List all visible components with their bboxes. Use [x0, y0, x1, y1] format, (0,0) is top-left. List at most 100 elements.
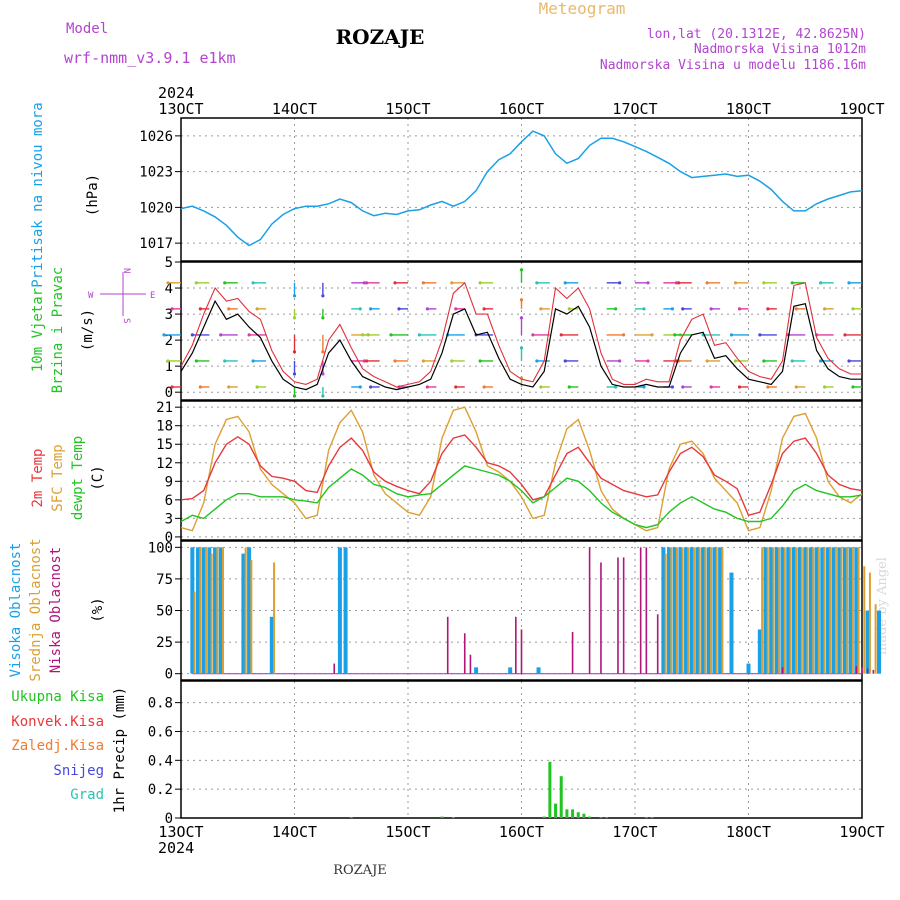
wind-arrow-head [292, 350, 297, 354]
precip-bar [554, 803, 558, 818]
elevation-label: Nadmorska Visina 1012m [694, 42, 866, 57]
cloud-bar-high [343, 547, 348, 674]
wind-gust-line [180, 281, 862, 388]
cloud-bar-high [786, 547, 791, 674]
wind-arrow-head [762, 281, 766, 285]
wind-arrow-head [614, 385, 618, 389]
cloud-bar-mid [800, 547, 803, 674]
cloud-bar-mid [846, 547, 849, 674]
cloud-bar-low [622, 557, 625, 674]
compass-north: N [121, 268, 131, 273]
wind-arrow-head [729, 333, 734, 337]
dewpoint-line [180, 465, 863, 529]
x-tick-label-top: 14OCT [272, 100, 317, 118]
cloud-bar-low [656, 614, 659, 674]
cloud-bar-low [469, 654, 472, 674]
precip-bar [588, 816, 592, 818]
cloud-bar-high [196, 547, 201, 674]
cloud-bar-mid [250, 559, 253, 674]
cloud-bar-mid [761, 547, 764, 674]
cloud-bar-mid [704, 547, 707, 674]
y-tick-label: 0 [165, 811, 173, 827]
cloud-bar-mid [868, 572, 871, 674]
pressure-panel-unit: (hPa) [85, 174, 101, 216]
wind-arrow-head [563, 359, 567, 363]
cloud-bar-mid [823, 547, 826, 674]
wind-arrow-head [292, 394, 297, 398]
cloud-bar-mid [715, 547, 718, 674]
cloud-bar-mid [766, 547, 769, 674]
wind-arrow-head [321, 316, 325, 320]
cloud-bar-mid [806, 547, 809, 674]
cloud-bar-mid [795, 547, 798, 674]
precip-bar [565, 809, 569, 818]
y-tick-label: 1023 [139, 165, 173, 181]
cloud-bar-high [831, 547, 836, 674]
wind-arrow-head [389, 333, 393, 337]
x-tick-label-top: 13OCT [158, 100, 203, 118]
wind-arrow-head [618, 281, 622, 285]
cloud-bar-mid [829, 547, 832, 674]
cloud-bar-high [848, 547, 853, 674]
cloud-bar-high [213, 547, 218, 674]
wind-arrow-head [823, 307, 827, 311]
cloud-bar-high [508, 667, 513, 674]
wind-panel-unit: (m/s) [80, 309, 96, 351]
x-tick-label-bottom: 17OCT [612, 823, 657, 841]
precip-bar [548, 761, 552, 818]
compass-west: W [88, 291, 94, 301]
wind-arrow-head [519, 268, 524, 272]
cloud-bar-high [337, 547, 342, 674]
wind-arrow-head [705, 281, 709, 285]
wind-arrow-head [255, 307, 259, 311]
panel-3: 0 25 50 75 100 [148, 540, 863, 683]
panel-frame [180, 117, 863, 262]
cloud-bar-mid [789, 547, 792, 674]
y-tick-label: 0 [165, 530, 173, 546]
cloud-bar-low [600, 562, 602, 674]
wind-arrow-head [823, 385, 827, 389]
cloud-label-high: Visoka Oblacnost [8, 543, 24, 678]
temp-label-sfc: SFC Temp [50, 444, 66, 511]
cloud-bar-high [769, 547, 774, 674]
y-tick-label: 6 [165, 493, 173, 509]
wind-arrow-head [737, 307, 742, 311]
cloud-bar-high [763, 547, 768, 674]
wind-panel-title-line1: 10m Vjetar [30, 288, 46, 372]
cloud-bar-mid [834, 547, 837, 674]
cloud-bar-high [718, 547, 723, 674]
y-tick-label: 4 [165, 281, 173, 297]
cloud-bar-low [515, 616, 517, 674]
precip-bar [576, 812, 580, 818]
y-tick-label: 50 [156, 604, 173, 620]
wind-arrow-head [478, 359, 482, 363]
wind-arrow-head [709, 307, 713, 311]
wind-arrow-head [681, 307, 685, 311]
wind-arrow-head [539, 385, 543, 389]
wind-arrow-head [843, 333, 847, 337]
precip-bar [451, 817, 455, 819]
wind-arrow-head [539, 307, 543, 311]
x-tick-label-bottom: 19OCT [839, 823, 884, 841]
cloud-bar-high [667, 547, 672, 674]
cloud-bar-high [678, 547, 683, 674]
cloud-bar-high [684, 547, 689, 674]
wind-arrow-head [251, 281, 255, 285]
cloud-bar-low [855, 666, 858, 674]
cloud-bar-high [701, 547, 706, 674]
wind-arrow-head [762, 359, 766, 363]
cloud-bar-high [877, 610, 882, 674]
wind-arrow-head [223, 281, 227, 285]
wind-arrow-head [251, 359, 255, 363]
cloud-bar-mid [783, 547, 786, 674]
wind-arrow-head [292, 294, 297, 298]
x-tick-label-top: 17OCT [612, 100, 657, 118]
y-tick-label: 2 [165, 333, 173, 349]
wind-speed-line [180, 299, 862, 391]
cloud-bar-high [797, 547, 802, 674]
wind-arrow-head [766, 307, 770, 311]
station-title: ROZAJE [336, 25, 425, 49]
precip-legend-freezing: Zaledj.Kisa [11, 738, 104, 754]
wind-arrow-head [642, 385, 646, 389]
panel-frame [180, 680, 863, 819]
